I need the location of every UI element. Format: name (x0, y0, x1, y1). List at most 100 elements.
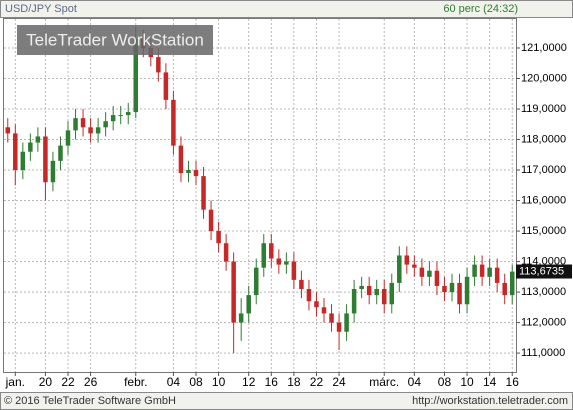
last-price-box (516, 264, 572, 279)
candle-body (464, 276, 470, 305)
candle-body (442, 285, 447, 293)
candle-body (133, 38, 139, 113)
x-tick-label: 08 (438, 375, 452, 389)
candle-body (50, 160, 56, 183)
candle-body (216, 231, 221, 244)
plot (4, 19, 516, 372)
candle-body (336, 322, 342, 332)
x-tick-label: 16 (265, 375, 279, 389)
x-tick-label: jan. (5, 375, 25, 389)
y-tick-label: 120,0000 (521, 72, 567, 84)
x-tick-label: 10 (460, 375, 474, 389)
x-tick-label: 04 (408, 375, 422, 389)
candle-body (125, 112, 131, 116)
y-tick-label: 115,0000 (521, 225, 566, 237)
candle-body (284, 261, 289, 265)
candle-body (65, 130, 71, 146)
footer-right: http://workstation.teletrader.com (412, 395, 568, 407)
x-tick-label: 14 (483, 375, 497, 389)
candle-body (110, 115, 116, 122)
candle-body (276, 258, 282, 265)
x-tick-label: 10 (212, 375, 226, 389)
candle-body (73, 118, 78, 131)
x-tick-label: 20 (39, 375, 53, 389)
candle-body (193, 170, 199, 177)
candle-body (494, 267, 500, 283)
candle-body (419, 267, 425, 277)
x-tick-label: 22 (310, 375, 324, 389)
candle-body (434, 270, 440, 286)
candle-body (389, 282, 395, 305)
candle-body (397, 255, 402, 283)
candle-body (487, 267, 492, 277)
candle-body (163, 72, 169, 100)
candle-body (238, 313, 244, 323)
x-tick-label: 24 (332, 375, 346, 389)
candle-body (208, 209, 214, 232)
y-tick-label: 118,0000 (521, 133, 566, 145)
candle-body (344, 313, 349, 332)
candle-body (404, 255, 410, 265)
candle-body (201, 176, 206, 210)
candle-body (314, 301, 319, 308)
candle-body (253, 267, 259, 296)
candle-body (351, 289, 357, 314)
x-tick-label: 22 (61, 375, 75, 389)
candle-body (412, 264, 417, 268)
candle-body (366, 285, 372, 296)
candle-body (246, 295, 251, 314)
candle-body (28, 142, 33, 152)
candle-body (88, 127, 93, 134)
candle-body (156, 57, 161, 73)
x-tick-label: 16 (506, 375, 520, 389)
candle-body (80, 118, 86, 128)
x-tick-label: márc. (369, 375, 399, 389)
candle-body (306, 289, 312, 302)
candle-body (457, 282, 462, 305)
y-tick-label: 112,0000 (521, 316, 566, 328)
y-tick-label: 116,0000 (521, 194, 566, 206)
candle-body (299, 279, 304, 290)
plot-area (3, 18, 517, 373)
candle-body (35, 136, 41, 143)
y-tick-label: 114,0000 (521, 255, 566, 267)
candle-body (103, 121, 108, 128)
x-tick-label: 18 (287, 375, 301, 389)
candle-body (261, 243, 267, 268)
candle-body (472, 264, 477, 277)
candle-body (329, 313, 334, 323)
candle-body (449, 282, 455, 293)
candle-body (231, 261, 236, 323)
candle-body (427, 270, 432, 277)
candle-body (509, 271, 515, 296)
x-tick-label: 12 (242, 375, 256, 389)
chart-title: USD/JPY Spot (5, 3, 77, 15)
candle-body (321, 307, 327, 314)
y-tick-label: 121,0000 (521, 42, 567, 54)
candle-body (186, 170, 191, 174)
last-price-label: 113,6735 (519, 265, 564, 277)
x-tick-label: febr. (124, 375, 147, 389)
candle-body (502, 282, 507, 296)
candle-body (5, 127, 11, 134)
candle-body (58, 145, 63, 161)
watermark: TeleTrader WorkStation (26, 30, 204, 49)
candle-body (13, 133, 18, 171)
candle-body (223, 243, 229, 262)
y-tick-label: 111,0000 (521, 347, 565, 359)
candle-body (178, 145, 184, 174)
footer-left: © 2016 TeleTrader Software GmbH (4, 395, 176, 407)
y-tick-label: 113,0000 (521, 286, 566, 298)
x-tick-label: 26 (84, 375, 98, 389)
x-tick-label: 08 (189, 375, 203, 389)
candle-body (479, 264, 485, 277)
candle-body (359, 285, 364, 290)
x-tick-label: 04 (167, 375, 181, 389)
candle-body (374, 289, 379, 296)
candle-body (269, 243, 274, 259)
candle-body (381, 289, 387, 305)
candle-body (118, 115, 123, 117)
y-tick-label: 119,0000 (521, 103, 566, 115)
candle-body (20, 151, 26, 171)
watermark-box (17, 25, 213, 55)
